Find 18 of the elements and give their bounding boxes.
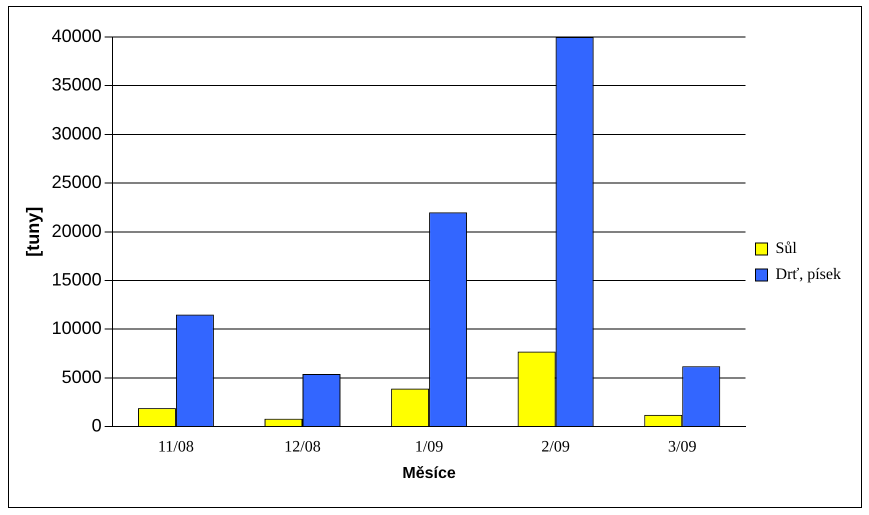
legend-label: Sůl (776, 240, 798, 258)
y-tick-label: 20000 (52, 220, 102, 241)
legend-label: Drť, písek (776, 266, 842, 284)
x-axis-title: Měsíce (402, 464, 456, 482)
x-tick-label: 3/09 (668, 438, 696, 456)
x-tick-label: 11/08 (158, 438, 194, 456)
y-tick-label: 5000 (62, 366, 102, 387)
y-axis-title: [tuny] (22, 206, 43, 257)
y-tick-label: 35000 (52, 74, 102, 95)
y-tick-label: 15000 (52, 269, 102, 290)
y-tick-label: 40000 (52, 26, 102, 46)
y-tick-label: 25000 (52, 172, 102, 192)
x-tick-label: 12/08 (284, 438, 321, 456)
y-tick-label: 30000 (52, 123, 102, 144)
x-tick-label: 2/09 (541, 438, 570, 456)
x-tick-label: 1/09 (414, 438, 444, 456)
y-tick-label: 10000 (52, 318, 102, 338)
y-tick-label: 0 (92, 416, 102, 436)
